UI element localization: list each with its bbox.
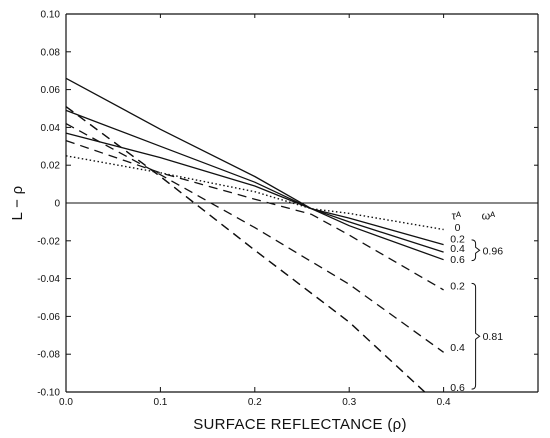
y-tick-label: 0.02 (41, 161, 61, 172)
series-line (65, 132, 444, 246)
x-tick-label: 0.4 (437, 397, 451, 408)
omega-header-label: ωᴬ (482, 211, 496, 223)
legend-header: τᴬ ωᴬ (452, 211, 496, 223)
tau-value-label: 0.2 (450, 281, 465, 293)
series-line (65, 106, 426, 393)
y-tick-label: 0.04 (41, 123, 61, 134)
y-tick-label: 0 (54, 199, 60, 210)
y-tick-label: 0.08 (41, 47, 61, 58)
x-tick-label: 0.3 (342, 397, 356, 408)
y-tick-label: -0.04 (37, 274, 60, 285)
x-tick-label: 0.2 (248, 397, 262, 408)
y-axis-title: L − ρ (9, 186, 26, 221)
series-line (65, 123, 444, 353)
curve-labels: 00.20.40.60.20.40.60.960.81 (450, 222, 503, 394)
series-line (65, 139, 444, 291)
series-line (65, 106, 426, 393)
omega-value-label: 0.96 (483, 245, 504, 257)
y-tick-label: -0.06 (37, 312, 60, 323)
tau-value-label: 0 (455, 222, 461, 234)
omega-bracket (471, 282, 481, 390)
y-tick-label: 0.06 (41, 85, 61, 96)
tau-value-label: 0.6 (450, 254, 465, 266)
y-tick-label: -0.02 (37, 236, 60, 247)
x-tick-label: 0.0 (59, 397, 73, 408)
y-axis-ticks: 0.10 0.08 0.06 0.04 0.02 0 -0.02 -0.04 -0.06 -0.0… (37, 10, 538, 399)
tau-value-label: 0.2 (450, 233, 465, 245)
x-axis-title: SURFACE REFLECTANCE (ρ) (193, 416, 407, 433)
tau-header-label: τᴬ (452, 211, 461, 223)
x-axis-ticks: 0.0 0.1 0.2 0.3 0.4 (59, 14, 451, 408)
series-line (65, 155, 444, 231)
tau-value-label: 0.4 (450, 243, 465, 255)
omega-value-label: 0.81 (483, 331, 504, 343)
omega-bracket (471, 239, 481, 262)
x-tick-label: 0.1 (153, 397, 167, 408)
y-tick-label: 0.10 (41, 10, 61, 21)
series-layer (65, 77, 444, 393)
series-line (65, 77, 444, 261)
y-tick-label: -0.10 (37, 388, 60, 399)
series-line (65, 109, 444, 253)
tau-value-label: 0.4 (450, 342, 465, 354)
tau-value-label: 0.6 (450, 382, 465, 394)
y-tick-label: -0.08 (37, 350, 60, 361)
